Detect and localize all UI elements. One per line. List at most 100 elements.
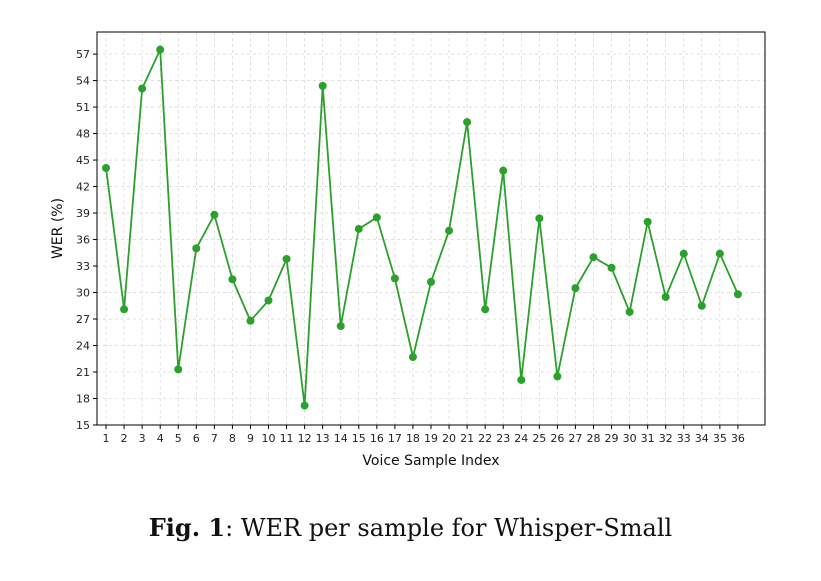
x-tick-label: 6	[193, 432, 200, 445]
data-point	[517, 375, 526, 384]
x-tick-label: 35	[713, 432, 727, 445]
y-tick-label: 42	[76, 181, 90, 194]
y-tick-label: 51	[76, 101, 90, 114]
y-tick-label: 15	[76, 419, 90, 432]
x-tick-label: 10	[262, 432, 276, 445]
x-tick-label: 12	[298, 432, 312, 445]
data-point	[697, 301, 706, 310]
data-point	[589, 253, 598, 262]
y-tick-label: 30	[76, 287, 90, 300]
data-point	[408, 352, 417, 361]
x-tick-label: 14	[334, 432, 348, 445]
data-point	[679, 249, 688, 258]
x-axis-ticks: 1 2 3 4 5 6 7 8 9 10 11 12 13 14 15 16 17 18 19 20 21 22 23 24 2…	[103, 425, 745, 445]
x-tick-label: 27	[568, 432, 582, 445]
data-point	[643, 217, 652, 226]
y-tick-label: 48	[76, 128, 90, 141]
y-tick-label: 27	[76, 313, 90, 326]
data-point	[300, 401, 309, 410]
x-tick-label: 22	[478, 432, 492, 445]
x-tick-label: 1	[103, 432, 110, 445]
x-tick-label: 23	[496, 432, 510, 445]
y-tick-label: 21	[76, 366, 90, 379]
x-tick-label: 24	[514, 432, 528, 445]
x-tick-label: 21	[460, 432, 474, 445]
caption-text: : WER per sample for Whisper-Small	[225, 514, 673, 542]
y-tick-label: 24	[76, 340, 90, 353]
x-tick-label: 31	[641, 432, 655, 445]
x-tick-label: 25	[532, 432, 546, 445]
x-tick-label: 20	[442, 432, 456, 445]
x-tick-label: 29	[605, 432, 619, 445]
data-point	[499, 166, 508, 175]
data-point	[372, 213, 381, 222]
data-point	[318, 81, 327, 90]
x-tick-label: 26	[550, 432, 564, 445]
x-tick-label: 16	[370, 432, 384, 445]
plot-frame	[96, 31, 766, 426]
x-tick-label: 11	[280, 432, 294, 445]
data-point	[264, 296, 273, 305]
y-tick-label: 36	[76, 234, 90, 247]
x-tick-label: 4	[157, 432, 164, 445]
x-tick-label: 33	[677, 432, 691, 445]
x-tick-label: 18	[406, 432, 420, 445]
data-point	[463, 118, 472, 127]
data-point	[553, 372, 562, 381]
x-tick-label: 36	[731, 432, 745, 445]
figure-caption: Fig. 1: WER per sample for Whisper-Small	[0, 513, 821, 542]
data-point	[445, 226, 454, 235]
data-point	[138, 84, 147, 93]
data-point	[571, 284, 580, 293]
x-axis-label: Voice Sample Index	[362, 453, 499, 469]
data-point	[390, 274, 399, 283]
y-tick-label: 39	[76, 207, 90, 220]
x-tick-label: 30	[623, 432, 637, 445]
x-tick-label: 19	[424, 432, 438, 445]
data-point	[607, 263, 616, 272]
x-tick-label: 7	[211, 432, 218, 445]
data-point	[210, 210, 219, 219]
x-tick-label: 5	[175, 432, 182, 445]
data-point	[481, 305, 490, 314]
y-tick-label: 33	[76, 260, 90, 273]
data-points	[102, 45, 742, 410]
data-point	[535, 214, 544, 223]
data-point	[715, 249, 724, 258]
x-tick-label: 17	[388, 432, 402, 445]
data-point	[156, 45, 165, 54]
x-tick-label: 34	[695, 432, 709, 445]
data-point	[354, 224, 363, 233]
data-point	[246, 316, 255, 325]
x-tick-label: 28	[586, 432, 600, 445]
data-point	[282, 254, 291, 263]
y-tick-label: 45	[76, 154, 90, 167]
x-tick-label: 2	[121, 432, 128, 445]
data-point	[427, 277, 435, 286]
data-point	[120, 305, 129, 314]
x-tick-label: 3	[139, 432, 146, 445]
data-point	[625, 307, 634, 316]
x-tick-label: 32	[659, 432, 673, 445]
data-point	[661, 292, 670, 301]
data-point	[228, 275, 237, 284]
data-point	[192, 244, 201, 253]
y-axis-label: WER (%)	[50, 198, 66, 259]
y-axis-ticks: 15 18 21 24 27 30 33 36 39 42 45 48 51 54 57	[76, 48, 97, 432]
series-line	[105, 49, 739, 406]
data-point	[336, 322, 345, 331]
x-tick-label: 9	[247, 432, 254, 445]
x-tick-label: 13	[316, 432, 330, 445]
caption-label: Fig. 1	[148, 513, 226, 542]
y-tick-label: 54	[76, 75, 90, 88]
y-tick-label: 57	[76, 48, 90, 61]
x-tick-label: 8	[229, 432, 236, 445]
data-point	[174, 365, 183, 374]
y-tick-label: 18	[76, 393, 90, 406]
data-point	[102, 164, 111, 173]
data-point	[733, 290, 742, 299]
x-tick-label: 15	[352, 432, 366, 445]
grid-lines	[97, 32, 765, 426]
